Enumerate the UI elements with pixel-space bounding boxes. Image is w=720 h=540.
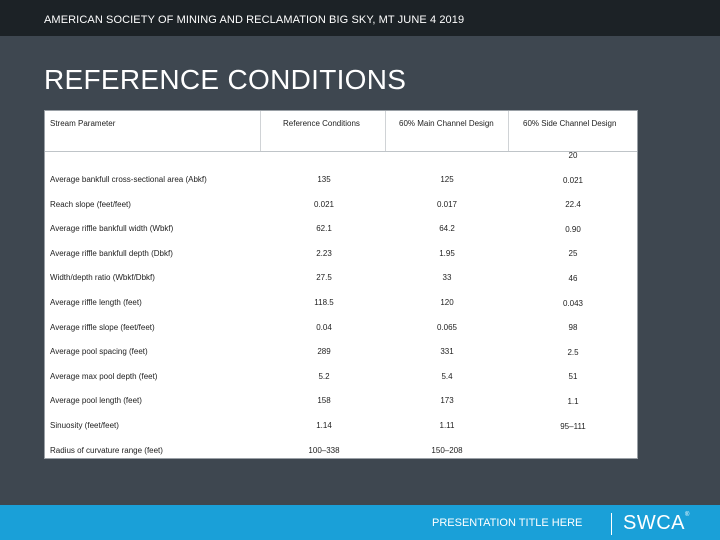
row-side-channel-value: 25 <box>568 249 578 258</box>
logo-text: SWCA <box>623 512 685 534</box>
row-side-channel-value: 2.5 <box>567 348 579 357</box>
row-reference-value: 0.04 <box>316 323 332 332</box>
row-parameter-label: Average max pool depth (feet) <box>50 372 158 381</box>
row-reference-value: 1.14 <box>316 421 332 430</box>
header-text: AMERICAN SOCIETY OF MINING AND RECLAMATI… <box>44 14 465 26</box>
row-main-channel-value: 173 <box>440 396 454 405</box>
row-parameter-label: Average riffle slope (feet/feet) <box>50 323 155 332</box>
column-divider <box>385 111 386 151</box>
row-main-channel-value: 33 <box>442 273 452 282</box>
presentation-title: PRESENTATION TITLE HERE <box>432 517 583 529</box>
column-header-parameter: Stream Parameter <box>50 119 116 128</box>
column-divider <box>260 111 261 151</box>
column-divider <box>508 111 509 151</box>
row-side-channel-value: 51 <box>568 372 578 381</box>
column-header-side-channel: 60% Side Channel Design <box>523 119 617 128</box>
table-header-row: Stream Parameter Reference Conditions 60… <box>45 111 637 152</box>
row-parameter-label: Sinuosity (feet/feet) <box>50 421 119 430</box>
row-parameter-label: Radius of curvature range (feet) <box>50 446 163 455</box>
row-side-channel-value: 0.021 <box>562 176 584 185</box>
row-main-channel-value: 120 <box>440 298 454 307</box>
row-side-channel-value: 0.043 <box>562 299 584 308</box>
row-main-channel-value: 125 <box>440 175 454 184</box>
row-reference-value: 135 <box>317 175 331 184</box>
row-side-channel-value: 22.4 <box>565 200 581 209</box>
row-side-channel-value: 95–111 <box>560 422 586 431</box>
reference-table: Stream Parameter Reference Conditions 60… <box>44 110 638 459</box>
row-side-channel-value: 0.90 <box>565 225 581 234</box>
row-reference-value: 289 <box>317 347 331 356</box>
row-side-channel-value: 1.1 <box>567 397 579 406</box>
swca-logo: SWCA® <box>623 512 690 534</box>
row-parameter-label: Average pool length (feet) <box>50 396 142 405</box>
row-main-channel-value: 1.95 <box>439 249 455 258</box>
row-parameter-label: Average bankfull cross-sectional area (A… <box>50 175 207 184</box>
row-parameter-label: Average riffle bankfull depth (Dbkf) <box>50 249 173 258</box>
row-main-channel-value: 64.2 <box>439 224 455 233</box>
row-reference-value: 2.23 <box>316 249 332 258</box>
row-main-channel-value: 0.065 <box>436 323 458 332</box>
row-reference-value: 158 <box>317 396 331 405</box>
footer-divider <box>611 513 612 535</box>
row-reference-value: 5.2 <box>318 372 330 381</box>
row-reference-value: 27.5 <box>316 273 332 282</box>
footer-bar: PRESENTATION TITLE HERE SWCA® <box>0 505 720 540</box>
row-parameter-label: Average riffle bankfull width (Wbkf) <box>50 224 174 233</box>
column-header-reference: Reference Conditions <box>283 119 360 128</box>
column-header-main-channel: 60% Main Channel Design <box>399 119 494 128</box>
row-side-channel-value: 46 <box>568 274 578 283</box>
row-reference-value: 0.021 <box>313 200 335 209</box>
row-reference-value: 100–338 <box>308 446 340 455</box>
slide-title: REFERENCE CONDITIONS <box>44 64 407 95</box>
row-parameter-label: Width/depth ratio (Wbkf/Dbkf) <box>50 273 155 282</box>
row-reference-value: 62.1 <box>316 224 332 233</box>
row-side-channel-value: 20 <box>568 151 578 160</box>
header-bar: AMERICAN SOCIETY OF MINING AND RECLAMATI… <box>0 0 720 36</box>
row-main-channel-value: 1.11 <box>439 421 455 430</box>
row-main-channel-value: 150–208 <box>431 446 463 455</box>
row-main-channel-value: 5.4 <box>441 372 453 381</box>
row-side-channel-value: 98 <box>568 323 578 332</box>
row-parameter-label: Reach slope (feet/feet) <box>50 200 131 209</box>
row-parameter-label: Average riffle length (feet) <box>50 298 142 307</box>
row-parameter-label: Average pool spacing (feet) <box>50 347 148 356</box>
row-main-channel-value: 0.017 <box>436 200 458 209</box>
row-reference-value: 118.5 <box>314 298 334 307</box>
row-main-channel-value: 331 <box>440 347 454 356</box>
